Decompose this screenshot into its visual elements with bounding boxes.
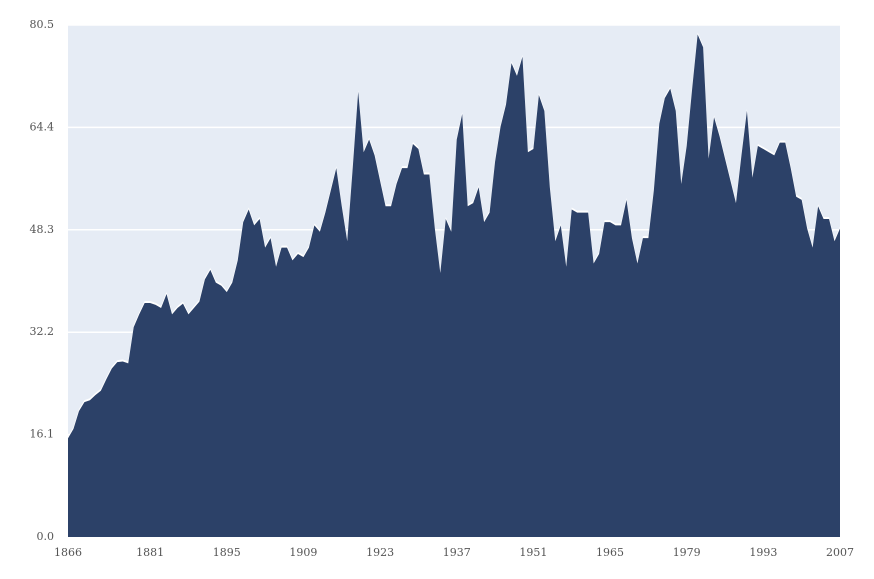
x-tick-label: 1881 — [136, 546, 164, 559]
x-tick-label: 1909 — [289, 546, 317, 559]
series-area — [68, 32, 840, 537]
area-fill — [68, 34, 840, 537]
x-tick-label: 1951 — [519, 546, 547, 559]
x-tick-label: 1979 — [673, 546, 701, 559]
y-tick-label: 48.3 — [30, 223, 55, 236]
y-tick-label: 0.0 — [37, 530, 55, 543]
x-tick-label: 1866 — [54, 546, 82, 559]
y-tick-label: 16.1 — [30, 428, 55, 441]
x-tick-label: 2007 — [826, 546, 854, 559]
x-tick-label: 1895 — [213, 546, 241, 559]
x-tick-label: 1937 — [443, 546, 471, 559]
x-tick-label: 1993 — [749, 546, 777, 559]
x-tick-label: 1923 — [366, 546, 394, 559]
y-tick-label: 32.2 — [30, 325, 55, 338]
y-tick-label: 80.5 — [30, 18, 55, 31]
x-axis-tick-labels: 1866 1881 1895 1909 1923 1937 1951 1965 1979 1993… — [54, 546, 854, 559]
y-tick-label: 64.4 — [30, 120, 55, 133]
x-tick-label: 1965 — [596, 546, 624, 559]
y-axis-tick-labels: 0.0 16.1 32.2 48.3 64.4 80.5 — [30, 18, 55, 543]
